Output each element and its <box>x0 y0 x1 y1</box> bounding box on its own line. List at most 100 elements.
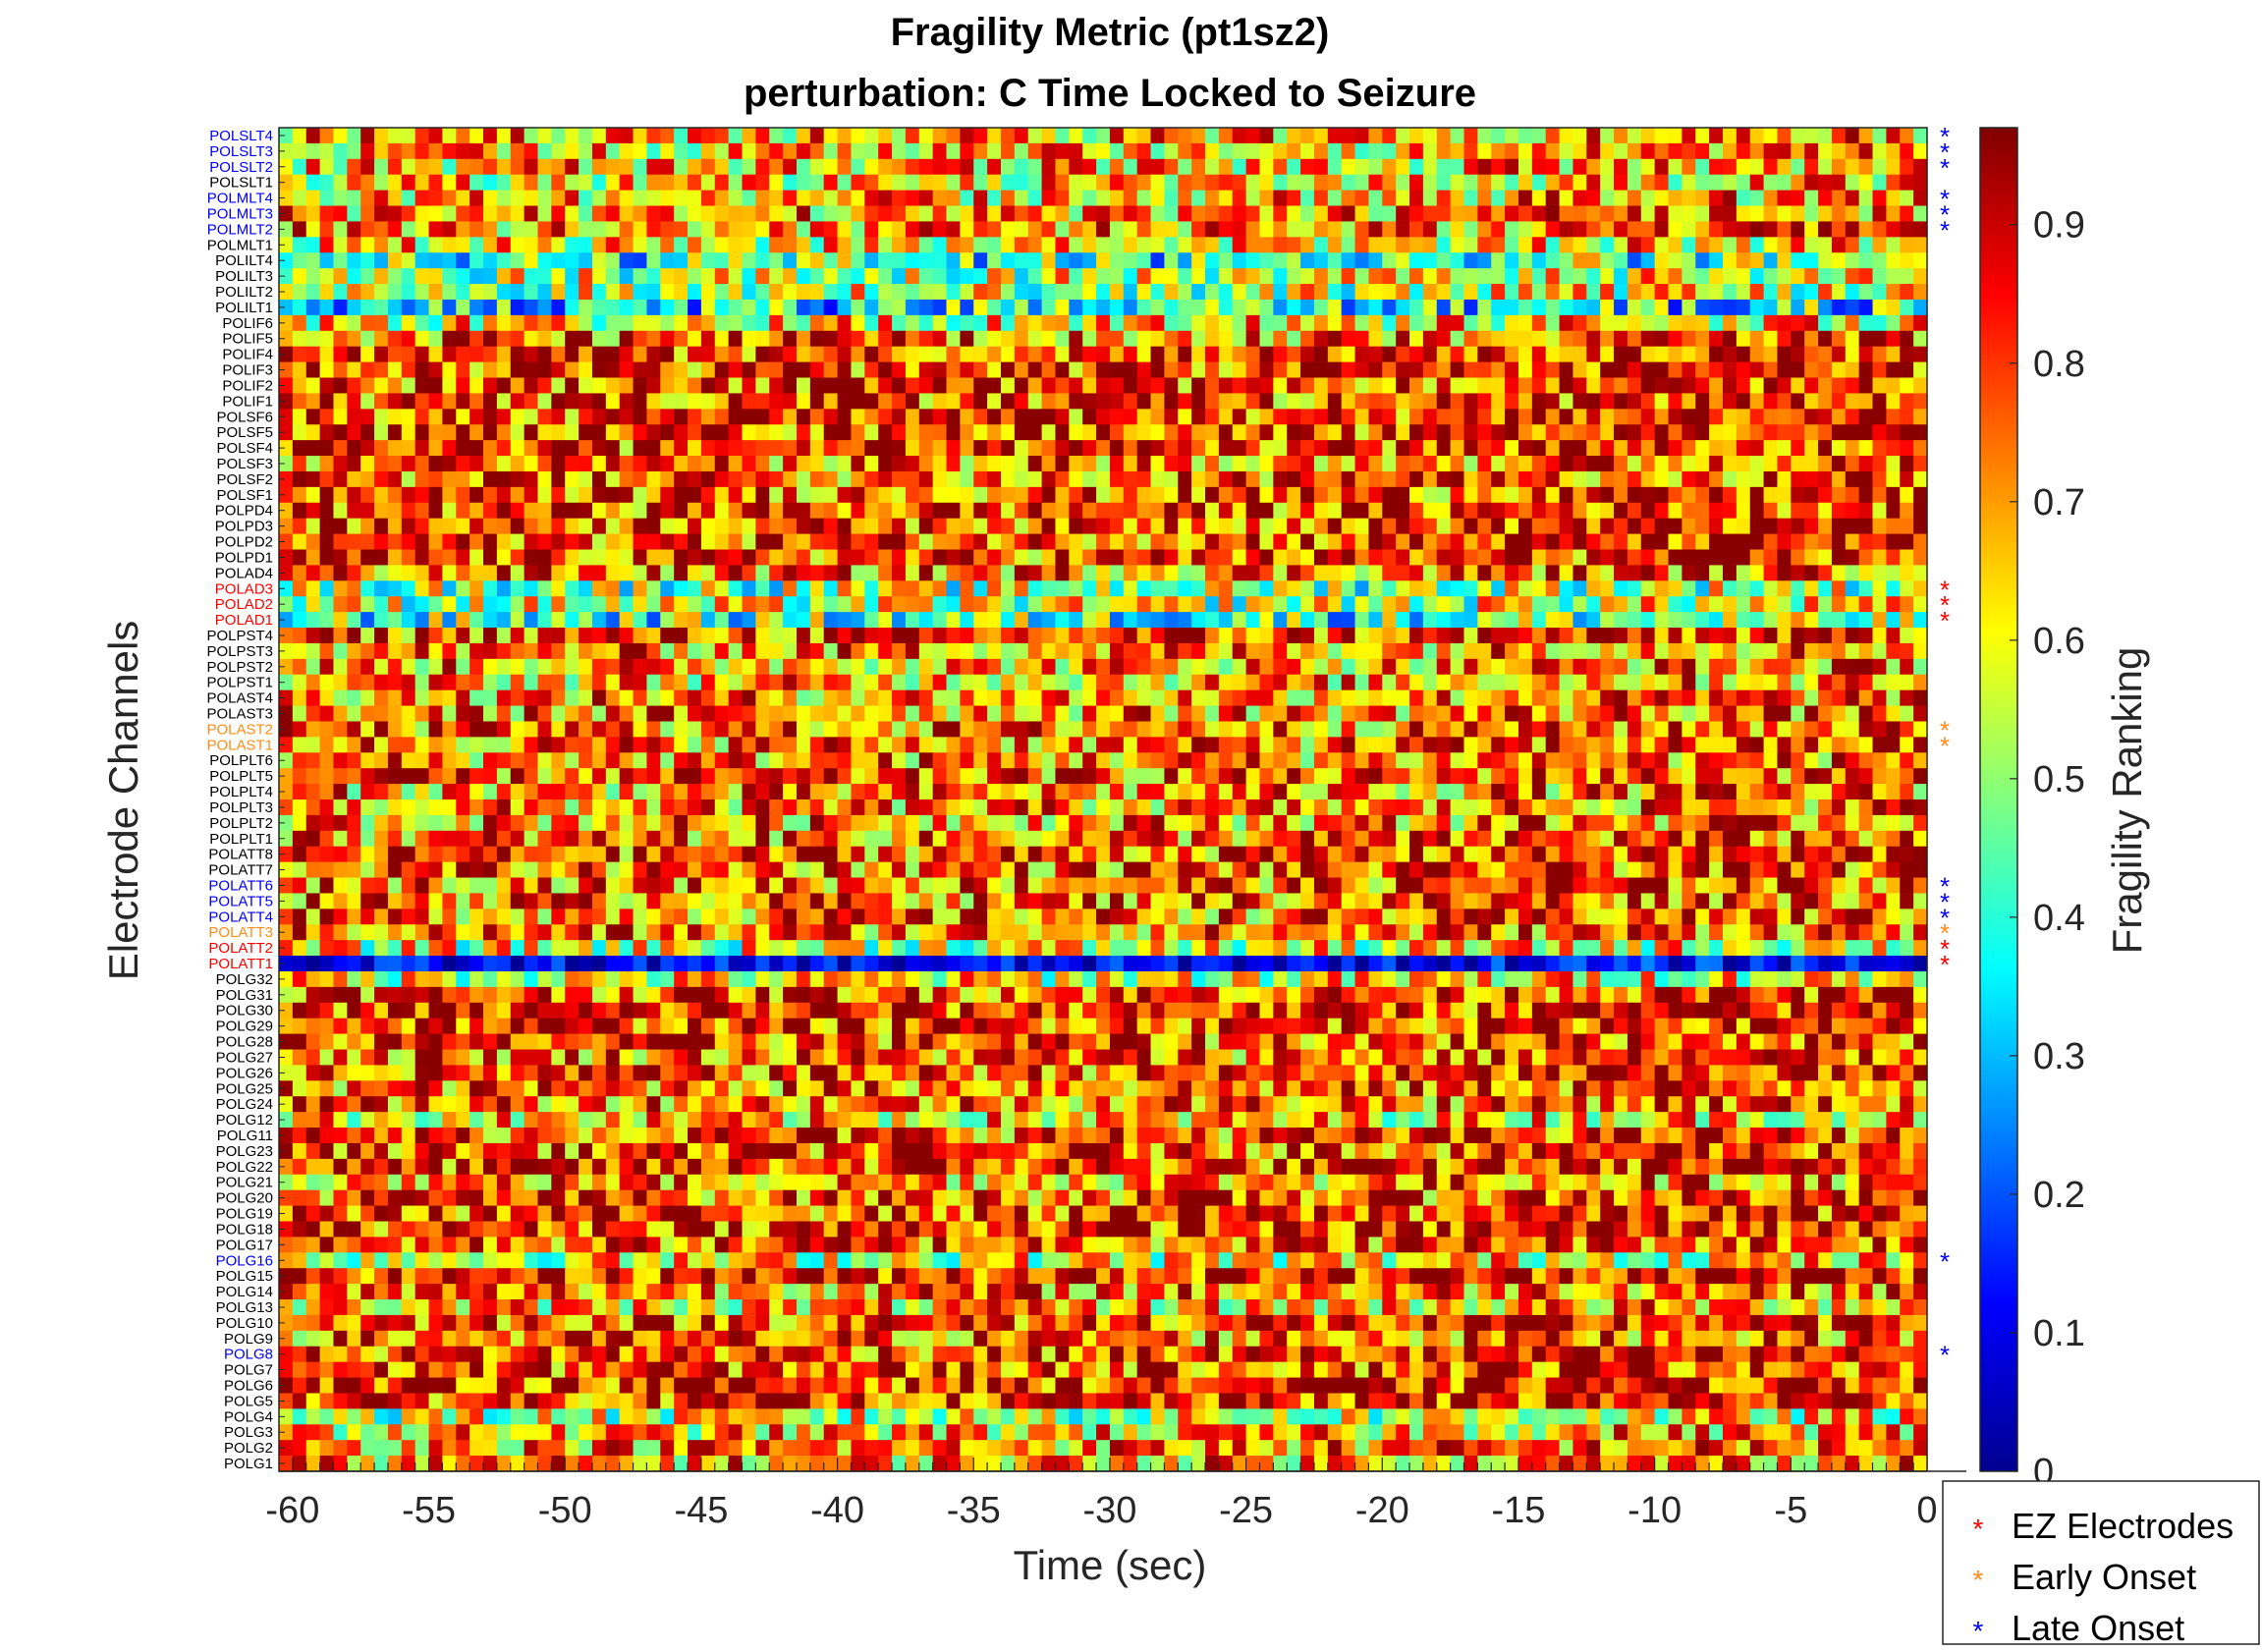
heatmap-cell <box>619 393 634 410</box>
heatmap-cell <box>864 128 879 144</box>
heatmap-cell <box>1572 361 1587 379</box>
heatmap-cell <box>864 190 879 207</box>
heatmap-cell <box>1409 330 1424 348</box>
heatmap-cell <box>1396 470 1410 488</box>
heatmap-cell <box>1082 190 1097 207</box>
heatmap-cell <box>1136 580 1152 597</box>
heatmap-cell <box>1041 502 1057 520</box>
heatmap-cell <box>1191 190 1206 207</box>
heatmap-cell <box>1517 518 1533 535</box>
heatmap-cell <box>837 268 853 285</box>
heatmap-cell <box>1082 237 1097 253</box>
heatmap-cell <box>1695 252 1710 269</box>
heatmap-cell <box>1382 580 1397 597</box>
heatmap-cell <box>1668 377 1683 395</box>
heatmap-cell <box>1777 612 1792 629</box>
heatmap-cell <box>1749 299 1765 316</box>
heatmap-cell <box>524 549 539 566</box>
heatmap-cell <box>1886 470 1901 488</box>
heatmap-cell <box>1232 565 1247 581</box>
heatmap-cell <box>374 221 389 238</box>
heatmap-cell <box>387 284 403 301</box>
heatmap-cell <box>510 705 525 723</box>
heatmap-cell <box>1818 409 1833 425</box>
heatmap-cell <box>1082 330 1097 348</box>
heatmap-cell <box>1178 689 1192 707</box>
heatmap-cell <box>1232 674 1247 691</box>
heatmap-cell <box>1055 721 1070 738</box>
heatmap-cell <box>1300 330 1315 348</box>
heatmap-cell <box>619 658 634 676</box>
heatmap-cell <box>347 737 361 753</box>
heatmap-cell <box>1409 252 1424 269</box>
heatmap-cell <box>1886 361 1901 379</box>
heatmap-cell <box>414 628 430 644</box>
heatmap-cell <box>674 689 689 707</box>
heatmap-cell <box>1640 424 1656 441</box>
heatmap-cell <box>1327 221 1343 238</box>
heatmap-cell <box>605 689 621 707</box>
heatmap-cell <box>496 565 512 581</box>
heatmap-cell <box>496 502 512 520</box>
heatmap-cell <box>755 440 770 457</box>
heatmap-cell <box>414 330 430 348</box>
heatmap-cell <box>1913 205 1928 223</box>
heatmap-cell <box>1845 221 1860 238</box>
heatmap-cell <box>1517 221 1533 238</box>
heatmap-cell <box>837 502 853 520</box>
heatmap-cell <box>387 174 403 192</box>
heatmap-cell <box>1858 549 1874 566</box>
heatmap-cell <box>1600 689 1615 707</box>
heatmap-cell <box>347 174 361 192</box>
heatmap-cell <box>1682 440 1696 457</box>
heatmap-cell <box>1682 596 1696 613</box>
heatmap-cell <box>1041 612 1057 629</box>
heatmap-cell <box>1232 409 1247 425</box>
heatmap-cell <box>851 612 865 629</box>
heatmap-cell <box>1259 128 1274 144</box>
heatmap-cell <box>1600 628 1615 644</box>
heatmap-cell <box>1409 533 1424 551</box>
heatmap-cell <box>1300 689 1315 707</box>
heatmap-cell <box>1368 268 1383 285</box>
heatmap-cell <box>1872 205 1887 223</box>
heatmap-cell <box>1913 424 1928 441</box>
heatmap-cell <box>837 409 853 425</box>
heatmap-cell <box>333 470 348 488</box>
heatmap-cell <box>1341 221 1356 238</box>
heatmap-cell <box>1368 628 1383 644</box>
heatmap-cell <box>1069 409 1083 425</box>
heatmap-cell <box>292 689 307 707</box>
heatmap-cell <box>1763 721 1779 738</box>
heatmap-cell <box>946 456 961 472</box>
heatmap-cell <box>319 221 335 238</box>
heatmap-cell <box>414 705 430 723</box>
heatmap-cell <box>579 674 593 691</box>
heatmap-cell <box>1096 252 1111 269</box>
heatmap-cell <box>619 470 634 488</box>
heatmap-cell <box>1845 612 1860 629</box>
heatmap-cell <box>1422 596 1438 613</box>
heatmap-cell <box>1791 221 1805 238</box>
heatmap-cell <box>428 502 444 520</box>
heatmap-cell <box>1382 221 1397 238</box>
heatmap-cell <box>1422 549 1438 566</box>
heatmap-cell <box>1695 221 1710 238</box>
heatmap-cell <box>1654 642 1670 660</box>
heatmap-cell <box>551 393 566 410</box>
heatmap-cell <box>796 142 811 160</box>
heatmap-cell <box>305 330 321 348</box>
heatmap-cell <box>1300 596 1315 613</box>
heatmap-cell <box>524 361 539 379</box>
heatmap-cell <box>428 580 444 597</box>
heatmap-cell <box>1858 721 1874 738</box>
heatmap-cell <box>1055 580 1070 597</box>
heatmap-cell <box>1818 190 1833 207</box>
heatmap-cell <box>783 705 798 723</box>
heatmap-cell <box>1763 470 1779 488</box>
heatmap-cell <box>1804 596 1819 613</box>
heatmap-cell <box>537 174 552 192</box>
heatmap-cell <box>1559 612 1574 629</box>
heatmap-cell <box>1900 596 1914 613</box>
heatmap-cell <box>1818 518 1833 535</box>
